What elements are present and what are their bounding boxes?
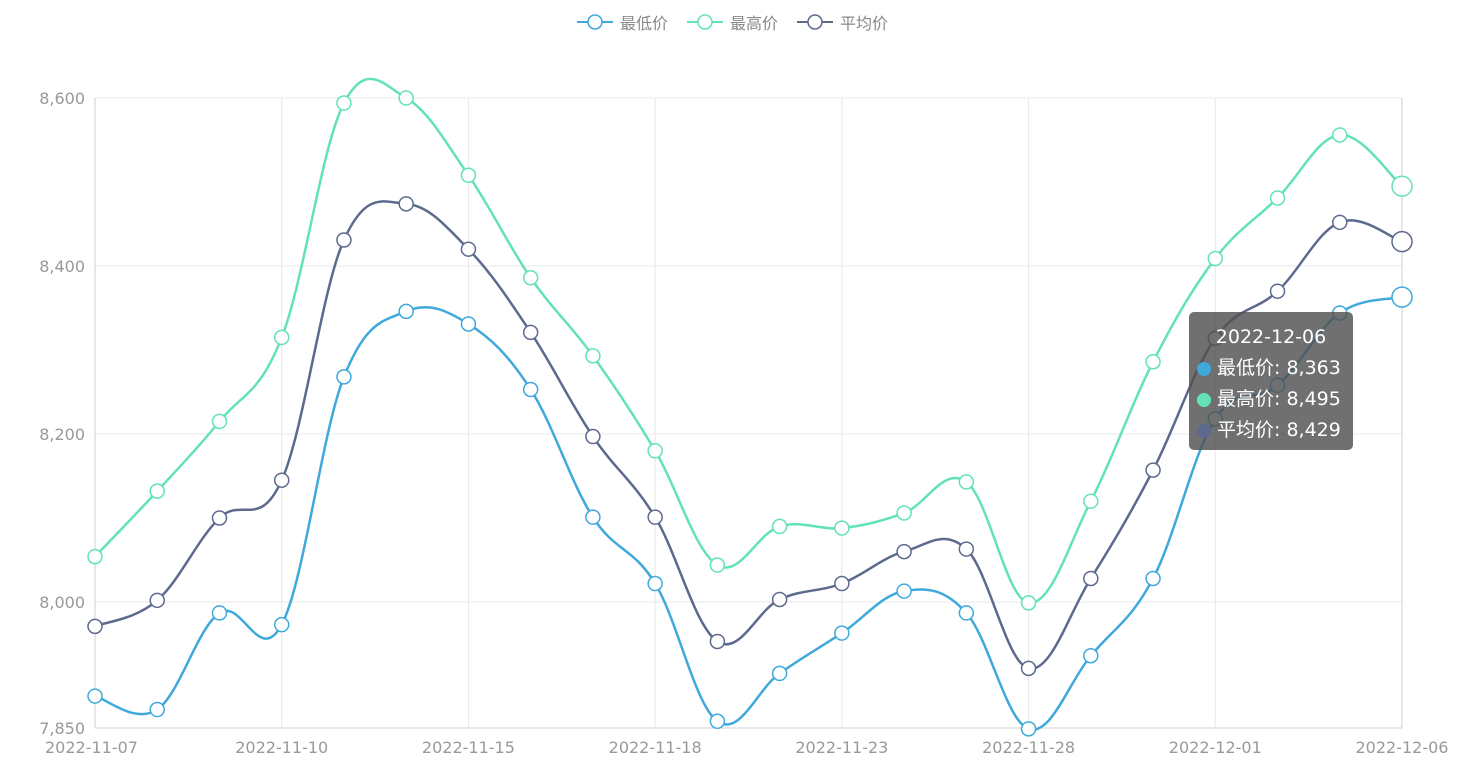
x-tick-label: 2022-11-15 [422,738,515,757]
legend-label-highest: 最高价 [729,14,778,33]
data-point-lowest [273,616,290,633]
data-point-highest [896,505,912,521]
data-point-average [647,509,663,525]
data-point-average [460,241,477,257]
data-point-average [149,592,165,609]
x-tick-label: 2022-11-10 [235,738,328,757]
data-point-highest [834,520,850,536]
data-point-highest [709,557,726,573]
data-point-lowest [87,688,103,704]
data-point-highest [522,270,539,286]
tooltip-dot-average [1197,423,1211,438]
tooltip-dot-lowest [1197,361,1211,376]
data-point-average [522,324,539,341]
legend-label-lowest: 最低价 [619,14,668,33]
data-point-highest [336,95,352,111]
data-point-average [273,472,290,488]
data-point-highest [149,483,165,499]
data-point-average [87,618,103,635]
data-point-average [398,196,414,212]
data-point-average [336,232,352,248]
data-point-lowest [1083,648,1099,664]
y-tick-label: 8,200 [39,425,85,444]
data-point-lowest [149,701,165,718]
tooltip: 2022-12-06 最低价: 8,363 最高价: 8,495 平均价: 8,… [1189,312,1353,450]
legend-item-highest[interactable]: 最高价 [686,10,778,34]
x-tick-label: 2022-12-01 [1169,738,1262,757]
legend-item-lowest[interactable]: 最低价 [576,10,668,34]
tooltip-value-average: 平均价: 8,429 [1217,419,1341,441]
data-point-lowest [834,625,850,641]
data-point-average [1332,214,1348,231]
data-point-average [709,633,726,650]
tooltip-dot-highest [1197,392,1211,407]
data-point-highest [273,329,290,346]
data-point-lowest [1020,721,1037,737]
data-point-lowest [958,605,975,621]
legend-marker-average [797,14,833,30]
legend-marker-highest [686,14,723,30]
legend-marker-lowest [576,14,613,30]
data-point-highest [211,413,228,430]
series-line-highest [94,77,1403,605]
data-point-average [1269,283,1286,299]
data-point-lowest [522,381,539,398]
data-point-highest [1020,595,1037,611]
data-point-lowest [1391,286,1413,308]
tooltip-row-lowest: 最低价: 8,363 [1197,353,1345,384]
tooltip-value-highest: 最高价: 8,495 [1217,388,1341,410]
data-point-lowest [336,369,352,385]
y-tick-label: 8,600 [39,89,85,108]
data-point-highest [958,474,975,490]
data-point-average [211,510,228,526]
tooltip-row-highest: 最高价: 8,495 [1197,384,1345,415]
data-point-average [585,428,601,445]
data-point-lowest [647,575,663,592]
x-tick-label: 2022-11-28 [982,738,1075,757]
data-point-average [834,575,850,592]
y-tick-label: 7,850 [39,719,85,738]
legend-label-average: 平均价 [840,14,889,33]
legend: 最低价 最高价 平均价 [0,10,1464,34]
y-tick-label: 8,000 [39,593,85,612]
tooltip-row-average: 平均价: 8,429 [1197,415,1345,446]
data-point-average [1020,660,1037,677]
data-point-average [1083,570,1099,587]
data-point-highest [1269,190,1286,206]
data-point-lowest [398,303,414,320]
data-point-highest [585,348,601,364]
data-point-average [1391,230,1413,253]
data-point-highest [1083,493,1099,509]
data-point-lowest [771,665,788,682]
data-point-highest [398,90,414,106]
tooltip-title: 2022-12-06 [1215,326,1327,348]
data-point-highest [460,167,477,184]
data-point-average [1145,462,1161,478]
data-point-lowest [709,713,726,730]
data-point-highest [771,518,788,535]
x-tick-label: 2022-11-07 [45,738,138,757]
y-tick-label: 8,400 [39,257,85,276]
data-point-highest [87,548,103,565]
data-point-lowest [896,583,912,599]
x-tick-label: 2022-11-18 [609,738,702,757]
x-tick-label: 2022-11-23 [795,738,888,757]
data-point-average [771,591,788,608]
data-point-lowest [460,316,477,332]
tooltip-value-lowest: 最低价: 8,363 [1217,357,1341,379]
data-point-highest [1207,250,1224,267]
data-point-highest [1145,354,1161,370]
data-point-average [958,541,975,557]
legend-item-average[interactable]: 平均价 [796,10,888,34]
data-point-lowest [585,509,601,525]
data-point-lowest [211,605,228,621]
x-tick-label: 2022-12-06 [1356,738,1449,757]
data-point-highest [647,443,663,459]
data-point-lowest [1145,570,1161,587]
data-point-highest [1332,127,1348,143]
data-point-highest [1391,175,1413,197]
data-point-average [896,543,912,560]
